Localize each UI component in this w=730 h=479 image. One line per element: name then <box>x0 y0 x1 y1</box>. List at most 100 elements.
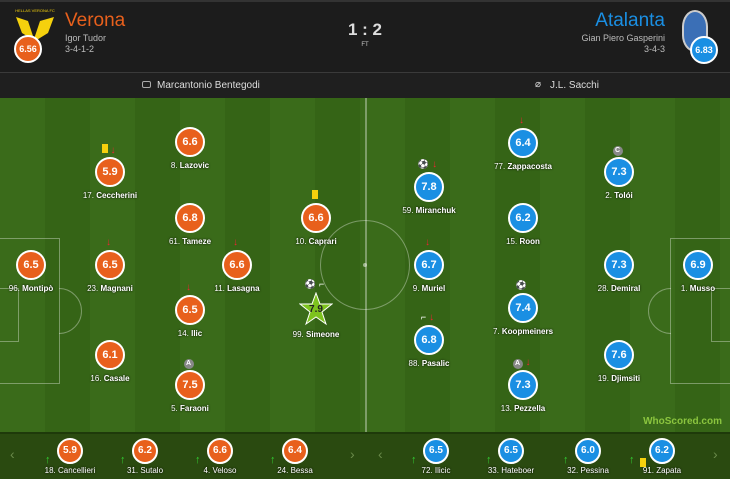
shirt-number: 99. <box>292 330 304 339</box>
player[interactable]: A ↓ 7.3 13. Pezzella <box>478 357 568 413</box>
player-rating: 6.6 <box>207 438 233 464</box>
player[interactable]: ↓ 6.5 14. Ilic <box>145 282 235 338</box>
player-rating: 6.6 <box>301 203 331 233</box>
player[interactable]: ↓ 6.7 9. Muriel <box>384 237 474 293</box>
away-team-name[interactable]: Atalanta <box>595 10 665 31</box>
player-name: 61. Tameze <box>145 237 235 246</box>
player[interactable]: ⚽ ⌐ 7.9 99. Simeone <box>271 279 361 339</box>
player-name: 31. Sutalo <box>100 466 190 475</box>
sub-off-icon: ↓ <box>106 237 111 248</box>
home-subs-prev[interactable]: ‹ <box>10 446 15 462</box>
player-name: 8. Lazovic <box>145 161 235 170</box>
goal-icon: ⚽ <box>417 159 430 169</box>
player-rating: 6.4 <box>508 128 538 158</box>
player-surname: Djimsiti <box>611 374 641 383</box>
venue-name: Marcantonio Bentegodi <box>157 80 260 91</box>
player-event-icons: ↓ <box>85 144 135 156</box>
away-rating: 6.83 <box>690 36 718 64</box>
player-surname: Pessina <box>580 466 609 475</box>
substitute[interactable]: ↑ 6.2 91. Zapata <box>617 438 707 475</box>
assist-icon: ⌐ <box>318 279 325 289</box>
away-subs-next[interactable]: › <box>713 446 718 462</box>
away-formation: 3-4-3 <box>643 44 665 54</box>
substitute[interactable]: ↑ 5.9 18. Cancellieri <box>25 438 115 475</box>
assist-captain-icon: A <box>183 359 194 369</box>
sub-on-icon: ↑ <box>563 454 569 466</box>
shirt-number: 9. <box>412 284 420 293</box>
player-event-icons: ↓ <box>404 237 454 248</box>
player-surname: Montipò <box>22 284 54 293</box>
player[interactable]: 6.5 96. Montipò <box>0 250 76 293</box>
score: 1 : 2 <box>347 20 383 39</box>
substitute[interactable]: ↑ 6.6 4. Veloso <box>175 438 265 475</box>
home-formation: 3-4-1-2 <box>65 44 95 54</box>
player[interactable]: 7.6 19. Djimsiti <box>574 340 664 383</box>
substitute[interactable]: ↑ 6.5 72. Ilicic <box>391 438 481 475</box>
player-name: 88. Pasalic <box>384 359 474 368</box>
player[interactable]: ⚽ ↓ 7.8 59. Miranchuk <box>384 159 474 215</box>
player[interactable]: ↓ 5.9 17. Ceccherini <box>65 144 155 200</box>
shirt-number: 31. <box>126 466 139 475</box>
player-surname: Musso <box>689 284 716 293</box>
player[interactable]: C 7.3 2. Tolói <box>574 146 664 200</box>
player[interactable]: 6.6 8. Lazovic <box>145 127 235 170</box>
shirt-number: 18. <box>44 466 56 475</box>
player[interactable]: ↓ 6.6 11. Lasagna <box>192 237 282 293</box>
home-team-name[interactable]: Verona <box>65 10 126 31</box>
player[interactable]: 7.3 28. Demiral <box>574 250 664 293</box>
player-rating: 6.7 <box>414 250 444 280</box>
player-surname: Ilicic <box>434 466 451 475</box>
centre-spot <box>363 263 367 267</box>
player-event-icons: A <box>165 357 215 369</box>
substitute[interactable]: ↑ 6.2 31. Sutalo <box>100 438 190 475</box>
player[interactable]: 6.2 15. Roon <box>478 203 568 246</box>
player-surname: Demiral <box>611 284 641 293</box>
match-status: FT <box>361 42 369 48</box>
player-name: 96. Montipò <box>0 284 76 293</box>
player-name: 1. Musso <box>653 284 730 293</box>
player[interactable]: 6.9 1. Musso <box>653 250 730 293</box>
player[interactable]: 6.6 10. Caprari <box>271 190 361 246</box>
player-event-icons: ⌐ ↓ <box>404 312 454 323</box>
player[interactable]: ⌐ ↓ 6.8 88. Pasalic <box>384 312 474 368</box>
sub-on-icon: ↑ <box>411 454 417 466</box>
player[interactable]: A 7.5 5. Faraoni <box>145 359 235 413</box>
shirt-number: 61. <box>168 237 181 246</box>
shirt-number: 1. <box>680 284 688 293</box>
shirt-number: 24. <box>277 466 289 475</box>
pitch: WhoScored.com 6.5 96. Montipò ↓ 5.9 17. Cecc… <box>0 98 730 432</box>
sub-off-icon: ↓ <box>429 312 435 323</box>
assist-icon: ⌐ <box>420 312 427 322</box>
player-rating: 7.3 <box>604 250 634 280</box>
player-name: 91. Zapata <box>617 466 707 475</box>
sub-off-icon: ↓ <box>233 237 238 248</box>
player[interactable]: ↓ 6.4 77. Zappacosta <box>478 115 568 171</box>
player[interactable]: ⚽ 7.4 7. Koopmeiners <box>478 280 568 336</box>
player-surname: Muriel <box>421 284 446 293</box>
stadium-icon <box>142 81 151 88</box>
substitute[interactable]: ↑ 6.5 33. Hateboer <box>466 438 556 475</box>
shirt-number: 32. <box>567 466 579 475</box>
player-name: 15. Roon <box>478 237 568 246</box>
yellow-card-icon <box>311 190 318 199</box>
home-subs-next[interactable]: › <box>350 446 355 462</box>
player-surname: Veloso <box>212 466 237 475</box>
player[interactable]: ↓ 6.5 23. Magnani <box>65 237 155 293</box>
player[interactable]: 6.1 16. Casale <box>65 340 155 383</box>
goal-icon: ⚽ <box>515 280 528 290</box>
player-name: 10. Caprari <box>271 237 361 246</box>
man-of-the-match-star: 7.9 <box>299 292 333 326</box>
player-rating: 6.2 <box>508 203 538 233</box>
substitute[interactable]: ↑ 6.4 24. Bessa <box>250 438 340 475</box>
sub-on-icon: ↑ <box>270 454 276 466</box>
yellow-card-icon <box>101 144 108 153</box>
sub-on-icon: ↑ <box>629 454 635 466</box>
player[interactable]: 6.8 61. Tameze <box>145 203 235 246</box>
substitute[interactable]: ↑ 6.0 32. Pessina <box>543 438 633 475</box>
away-subs-prev[interactable]: ‹ <box>378 446 383 462</box>
venue-bar: Marcantonio Bentegodi ⌀ J.L. Sacchi <box>0 72 730 98</box>
player-event-icons: ⚽ ↓ <box>404 159 454 170</box>
player-event-icons: ↓ <box>165 282 215 293</box>
player-name: 17. Ceccherini <box>65 191 155 200</box>
player-rating: 6.1 <box>95 340 125 370</box>
